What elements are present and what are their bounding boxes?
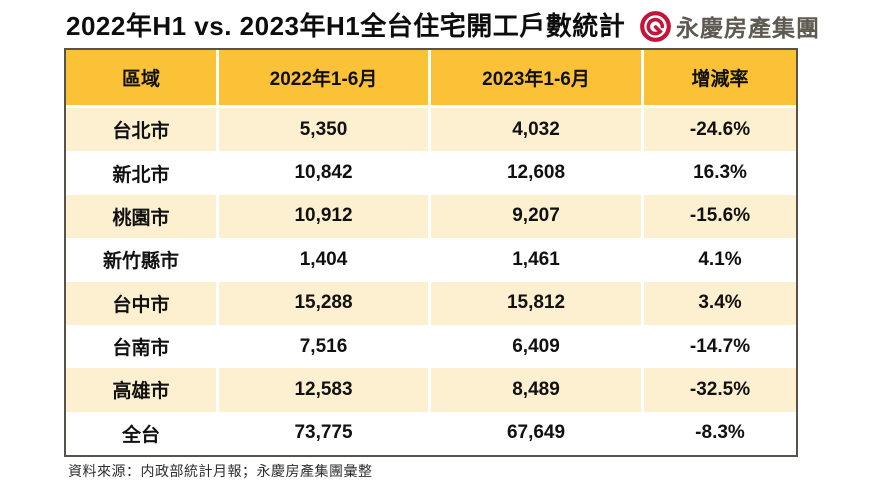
cell-region: 新竹縣市 <box>66 238 216 282</box>
cell-change: -14.7% <box>644 324 796 369</box>
cell-2022: 12,583 <box>219 368 428 412</box>
cell-2023: 67,649 <box>431 411 641 455</box>
cell-2022: 7,516 <box>219 324 428 369</box>
cell-region: 新北市 <box>66 151 216 195</box>
cell-2023: 6,409 <box>431 324 641 369</box>
brand-logo: 永慶房產集團 <box>639 9 820 43</box>
source-note: 資料來源：内政部統計月報；永慶房產集團彙整 <box>68 463 373 479</box>
cell-change: 16.3% <box>644 151 796 195</box>
cell-2023: 4,032 <box>431 108 641 152</box>
header-cell-2022: 2022年1-6月 <box>219 50 428 108</box>
cell-region: 桃園市 <box>66 194 216 239</box>
header-cell-change: 增減率 <box>644 50 796 108</box>
cell-2022: 10,912 <box>219 194 428 239</box>
cell-change: -15.6% <box>644 194 796 239</box>
stats-table: 區域 2022年1-6月 2023年1-6月 增減率 台北市 5,350 4,0… <box>64 48 798 457</box>
cell-change: 4.1% <box>644 238 796 282</box>
cell-region: 全台 <box>66 411 216 455</box>
header-cell-region: 區域 <box>66 50 216 108</box>
cell-region: 台中市 <box>66 281 216 325</box>
cell-change: 3.4% <box>644 281 796 325</box>
cell-change: -24.6% <box>644 108 796 152</box>
cell-2023: 12,608 <box>431 151 641 195</box>
cell-region: 台北市 <box>66 108 216 152</box>
page-title: 2022年H1 vs. 2023年H1全台住宅開工戶數統計 <box>66 11 626 41</box>
cell-2022: 73,775 <box>219 411 428 455</box>
cell-change: -32.5% <box>644 368 796 412</box>
cell-2022: 1,404 <box>219 238 428 282</box>
ring-g-logo-icon <box>639 10 672 43</box>
cell-2023: 15,812 <box>431 281 641 325</box>
cell-2023: 9,207 <box>431 194 641 239</box>
cell-2022: 10,842 <box>219 151 428 195</box>
header-cell-2023: 2023年1-6月 <box>431 50 641 108</box>
cell-2022: 15,288 <box>219 281 428 325</box>
cell-2022: 5,350 <box>219 108 428 152</box>
cell-region: 台南市 <box>66 324 216 369</box>
brand-wordmark: 永慶房產集團 <box>676 15 820 41</box>
cell-2023: 1,461 <box>431 238 641 282</box>
cell-2023: 8,489 <box>431 368 641 412</box>
cell-region: 高雄市 <box>66 368 216 412</box>
cell-change: -8.3% <box>644 411 796 455</box>
